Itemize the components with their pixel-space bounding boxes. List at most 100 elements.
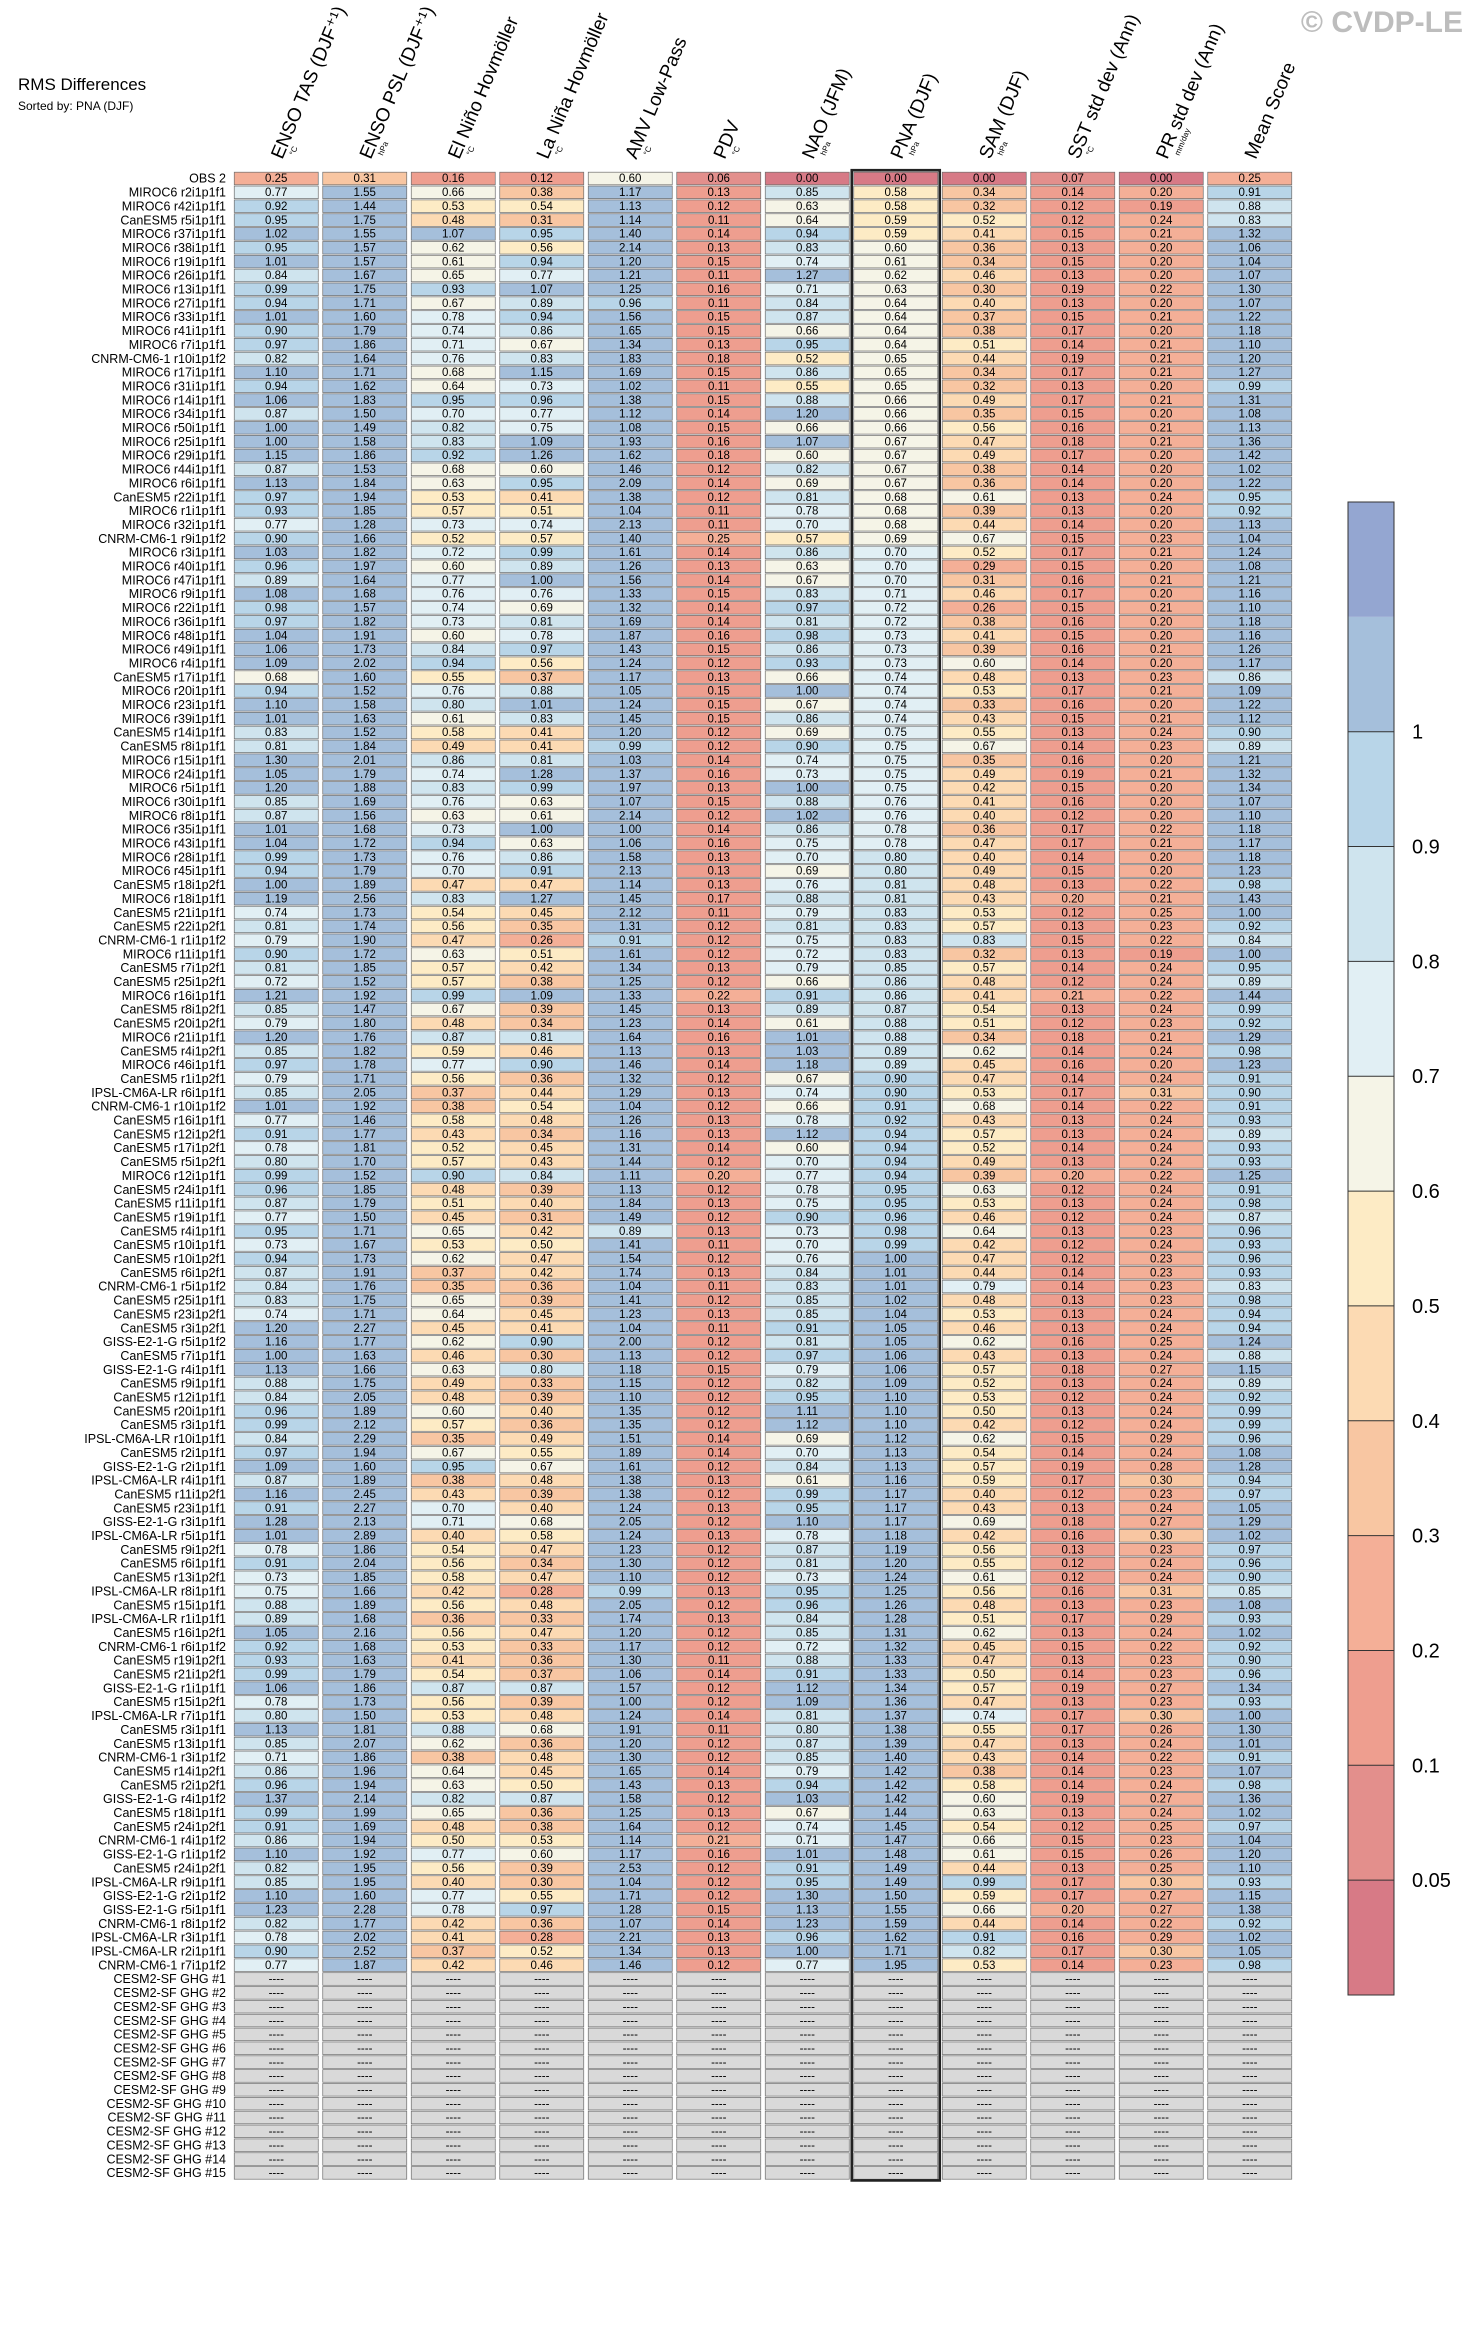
cell-value: ---- [357,2043,372,2055]
cell-value: 0.46 [973,270,995,282]
chart-title: RMS Differences [18,75,146,94]
cell-value: 0.70 [796,852,818,864]
cell-value: 0.86 [531,852,553,864]
heatmap-cell [941,227,1027,241]
cell-value: 0.21 [708,1835,730,1847]
cell-value: 0.13 [708,1614,730,1626]
cell-value: 0.14 [708,616,731,628]
cell-value: 0.52 [796,353,818,365]
cell-value: 0.82 [796,464,818,476]
cell-value: ---- [357,2071,372,2083]
column-header: ENSO TAS (DJF⁺¹) [268,3,351,162]
cell-value: 0.67 [973,741,995,753]
cell-value: 0.57 [442,963,464,975]
cell-value: 0.24 [1150,1115,1173,1127]
cell-value: 0.21 [1150,367,1172,379]
cell-value: 0.13 [1062,1406,1084,1418]
cell-value: 1.24 [1239,1337,1262,1349]
cell-value: 0.83 [442,783,464,795]
cell-value: 0.00 [1150,173,1172,185]
cell-value: 0.24 [1150,1046,1173,1058]
heatmap-cell [853,393,939,407]
cell-value: 1.05 [1239,1946,1261,1958]
cell-value: ---- [1242,2057,1257,2069]
cell-value: 0.93 [1239,1614,1261,1626]
row-label: MIROC6 r33i1p1f1 [122,310,226,324]
column-unit: °C [730,145,742,157]
cell-value: 0.74 [796,1821,819,1833]
cell-value: 0.76 [442,353,464,365]
cell-value: 0.66 [442,187,464,199]
cell-value: 0.88 [265,1378,287,1390]
cell-value: 1.69 [619,616,641,628]
cell-value: 1.60 [354,1891,376,1903]
cell-value: 0.74 [442,603,465,615]
heatmap-cell [853,490,939,504]
cell-value: 1.94 [354,492,377,504]
row-label: CanESM5 r22i1p1f1 [113,490,226,504]
row-label: CESM2-SF GHG #12 [107,2125,227,2139]
row-label: CanESM5 r21i1p2f1 [113,1668,226,1682]
heatmap-cell [1207,407,1293,421]
cell-value: 0.71 [796,284,818,296]
heatmap-cell [941,379,1027,393]
cell-value: 0.78 [796,506,818,518]
cell-value: 0.83 [885,921,907,933]
heatmap-cell [853,227,939,241]
cell-value: 1.19 [265,893,287,905]
cell-value: 0.63 [531,796,553,808]
heatmap-cell [676,351,762,366]
heatmap-cell [853,254,939,269]
cell-value: 0.17 [1062,824,1084,836]
heatmap-cell [499,379,585,393]
cell-value: 0.17 [1062,326,1084,338]
row-label: CanESM5 r24i1p1f1 [113,1183,226,1197]
cell-value: ---- [269,2098,284,2110]
cell-value: ---- [269,2015,284,2027]
row-label: MIROC6 r25i1p1f1 [122,435,226,449]
heatmap-cell [676,476,762,490]
cell-value: 1.82 [354,547,376,559]
cell-value: ---- [1242,2112,1257,2124]
heatmap-cell [1030,213,1116,227]
cell-value: 0.89 [885,1046,907,1058]
heatmap-cell [941,254,1027,269]
row-label: GISS-E2-1-G r2i1p1f1 [103,1460,226,1474]
cell-value: 0.12 [708,1891,730,1903]
cell-value: 1.32 [619,1073,641,1085]
cell-value: 0.47 [531,1627,553,1639]
cell-value: ---- [269,1974,284,1986]
row-label: CanESM5 r20i1p2f1 [113,1017,226,1031]
cell-value: 1.14 [619,215,642,227]
cell-value: 1.34 [619,963,642,975]
cell-value: 0.14 [708,603,731,615]
heatmap-cell [587,296,673,310]
cell-value: 0.53 [973,1087,995,1099]
cell-value: 1.24 [1239,547,1262,559]
cell-value: 1.77 [354,1337,376,1349]
cell-value: 0.72 [265,977,287,989]
cell-value: 0.73 [531,381,553,393]
cell-value: 0.34 [973,256,996,268]
row-label: CESM2-SF GHG #14 [107,2152,227,2166]
cell-value: 0.21 [1150,353,1172,365]
cell-value: ---- [1154,2015,1169,2027]
heatmap-cell [410,490,496,504]
cell-value: ---- [623,2001,638,2013]
cell-value: 0.67 [796,575,818,587]
heatmap-cell [1030,462,1116,476]
cell-value: 0.78 [885,824,907,836]
cell-value: ---- [800,2085,815,2097]
heatmap-cell [1118,407,1204,421]
cell-value: 0.12 [708,1489,730,1501]
cell-value: 0.75 [885,769,907,781]
row-label: CanESM5 r18i1p2f1 [113,878,226,892]
row-label: IPSL-CM6A-LR r4i1p1f1 [91,1474,226,1488]
cell-value: 0.87 [531,1683,553,1695]
cell-value: 1.31 [619,1143,641,1155]
row-label: CanESM5 r8i1p1f1 [120,740,226,754]
cell-value: 0.59 [973,1475,995,1487]
cell-value: 0.48 [973,672,995,684]
cell-value: 1.24 [619,1711,642,1723]
